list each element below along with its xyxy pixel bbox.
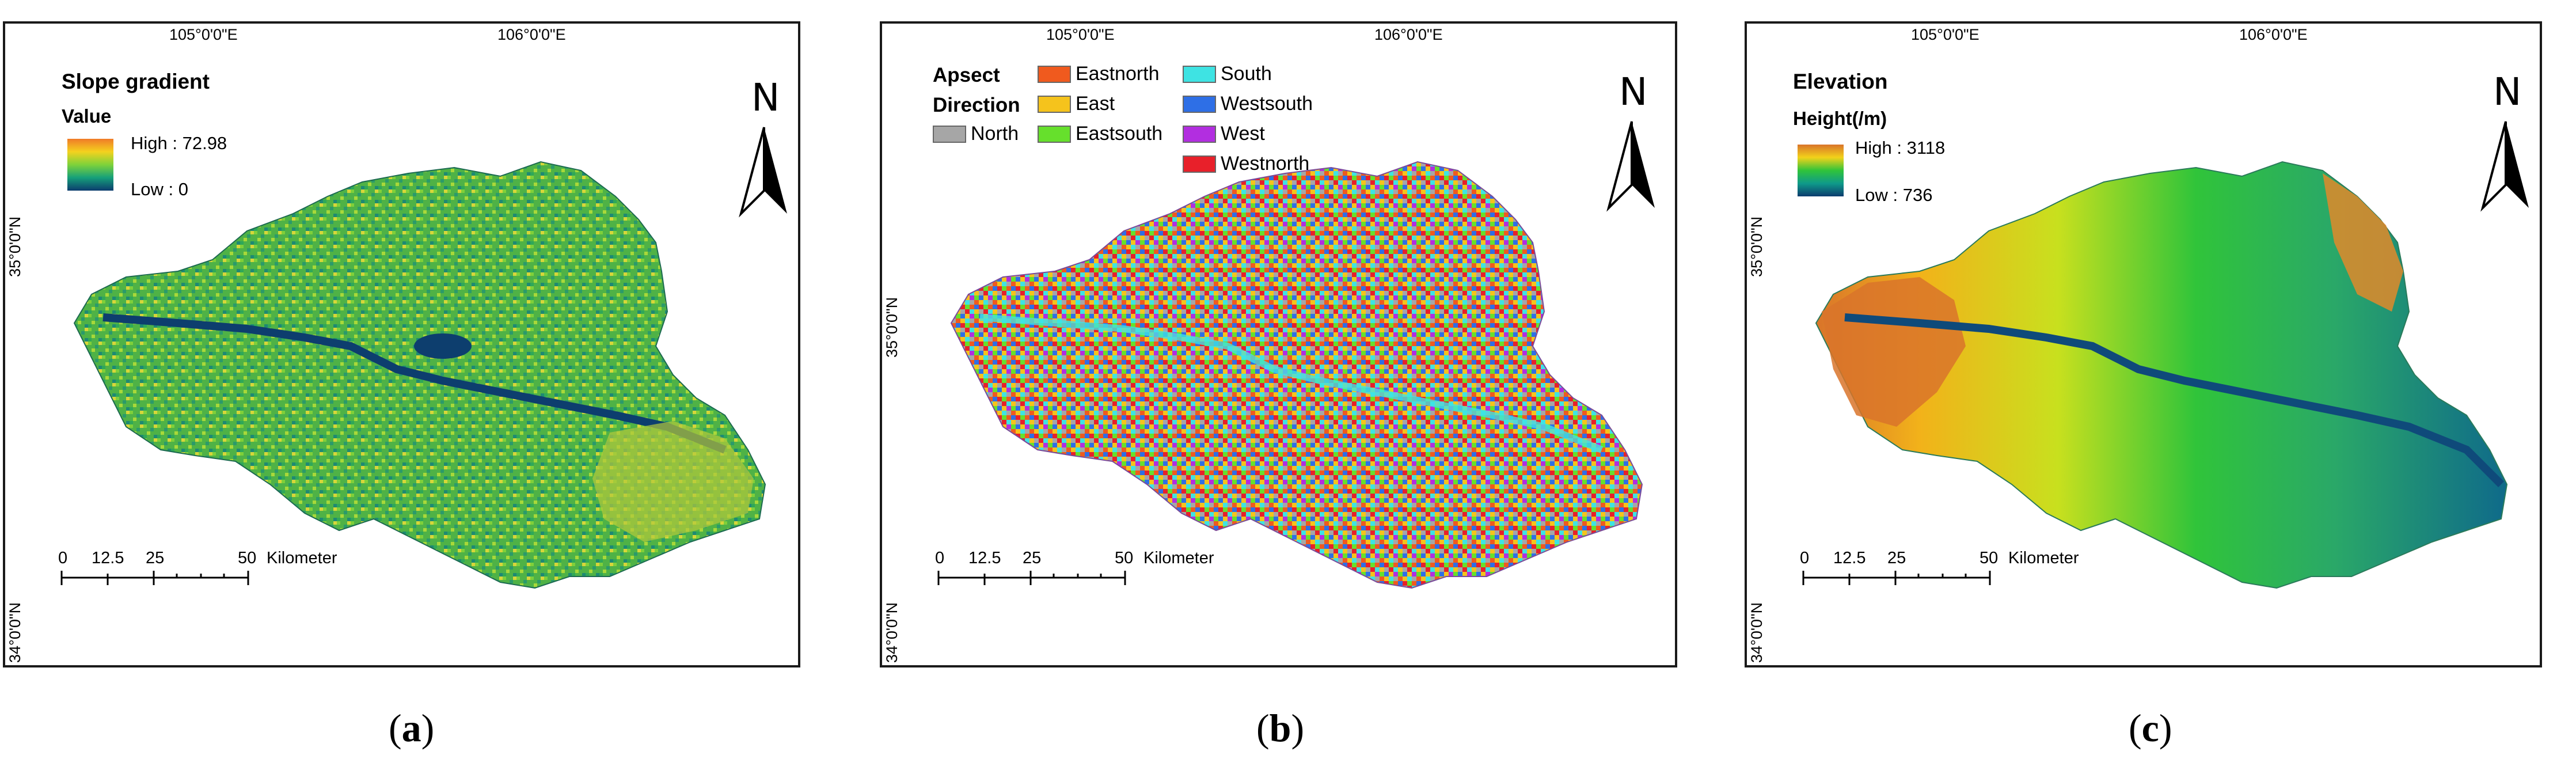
lon-label: 105°0'0"E	[1046, 26, 1115, 43]
lon-label: 105°0'0"E	[169, 26, 238, 43]
ramp-high-label: High : 3118	[1855, 138, 1946, 158]
legend-swatch	[1038, 125, 1071, 143]
scale-tick-label: 12.5	[1833, 549, 1866, 567]
color-ramp	[67, 139, 113, 191]
scale-tick-label: 0	[1800, 549, 1810, 567]
north-arrow	[739, 127, 787, 218]
lat-label: 35°0'0"N	[6, 216, 24, 277]
legend-item-eastnorth: Eastnorth	[1038, 63, 1160, 85]
caption-b: (b)	[1256, 706, 1305, 750]
legend-title: Slope gradient	[62, 70, 210, 93]
ramp-low-label: Low : 736	[1855, 185, 1933, 205]
legend-item-west: West	[1183, 123, 1265, 145]
map-panel-slope: 105°0'0"E 106°0'0"E 35°0'0"N 34°0'0"N Sl…	[3, 21, 800, 667]
river-channel	[1844, 313, 2504, 487]
lon-label: 106°0'0"E	[1374, 26, 1443, 43]
ramp-low-label: Low : 0	[131, 179, 188, 199]
north-label: N	[2493, 70, 2522, 114]
lat-label: 35°0'0"N	[883, 297, 901, 358]
scale-bar	[937, 571, 1126, 585]
lat-label: 34°0'0"N	[1748, 602, 1765, 663]
scale-bar	[60, 571, 249, 585]
legend-item-westnorth: Westnorth	[1183, 153, 1309, 175]
scale-tick-label: 25	[1887, 549, 1906, 567]
scale-tick-label: 25	[146, 549, 165, 567]
scale-tick-label: 12.5	[968, 549, 1001, 567]
legend-item-north: North	[933, 123, 1019, 145]
lon-label: 106°0'0"E	[497, 26, 566, 43]
map-panel-elevation: 105°0'0"E 106°0'0"E 35°0'0"N 34°0'0"N El…	[1745, 21, 2542, 667]
legend-subtitle: Direction	[933, 94, 1020, 116]
legend-swatch	[1183, 65, 1216, 83]
north-arrow	[2480, 121, 2529, 212]
map-graphics	[60, 127, 787, 589]
scale-bar	[1802, 571, 1991, 585]
legend-item-westsouth: Westsouth	[1183, 93, 1313, 115]
color-ramp	[1798, 145, 1844, 196]
legend-subtitle: Height(/m)	[1793, 108, 1887, 129]
north-label: N	[1619, 70, 1648, 114]
legend-subtitle: Value	[62, 105, 112, 127]
lat-label: 34°0'0"N	[883, 602, 901, 663]
reservoir	[414, 333, 472, 359]
lon-label: 106°0'0"E	[2239, 26, 2308, 43]
legend-item-south: South	[1183, 63, 1272, 85]
scale-tick-label: 0	[58, 549, 68, 567]
river-channel	[102, 313, 727, 454]
scale-tick-label: 50	[1980, 549, 1999, 567]
ramp-high-label: High : 72.98	[131, 133, 227, 153]
legend-title: Elevation	[1793, 70, 1888, 93]
scale-unit-label: Kilometer	[1143, 549, 1214, 567]
lat-label: 35°0'0"N	[1748, 216, 1765, 277]
legend-swatch	[1183, 125, 1216, 143]
lon-label: 105°0'0"E	[1911, 26, 1980, 43]
scale-tick-label: 25	[1023, 549, 1042, 567]
scale-tick-label: 0	[935, 549, 945, 567]
uplands-east	[592, 421, 754, 542]
legend-item-east: East	[1038, 93, 1115, 115]
map-graphics	[937, 121, 1655, 589]
north-arrow	[1606, 121, 1655, 212]
legend-swatch	[1183, 95, 1216, 113]
map-panel-aspect: 105°0'0"E 106°0'0"E 35°0'0"N 34°0'0"N Ap…	[880, 21, 1677, 667]
highlands-northeast	[2323, 173, 2403, 312]
legend-swatch	[1183, 155, 1216, 173]
lat-label: 34°0'0"N	[6, 602, 24, 663]
scale-tick-label: 50	[1115, 549, 1134, 567]
legend-item-eastsouth: Eastsouth	[1038, 123, 1162, 145]
caption-a: (a)	[389, 706, 435, 750]
scale-unit-label: Kilometer	[2008, 549, 2079, 567]
north-label: N	[751, 75, 780, 120]
legend-swatch	[1038, 65, 1071, 83]
scale-tick-label: 12.5	[92, 549, 124, 567]
scale-tick-label: 50	[238, 549, 257, 567]
legend-swatch	[1038, 95, 1071, 113]
map-graphics	[1802, 121, 2529, 589]
scale-unit-label: Kilometer	[267, 549, 337, 567]
legend-title: Apsect	[933, 64, 1000, 86]
legend-swatch	[933, 125, 966, 143]
river-valley	[979, 314, 1604, 453]
caption-c: (c)	[2129, 706, 2172, 750]
